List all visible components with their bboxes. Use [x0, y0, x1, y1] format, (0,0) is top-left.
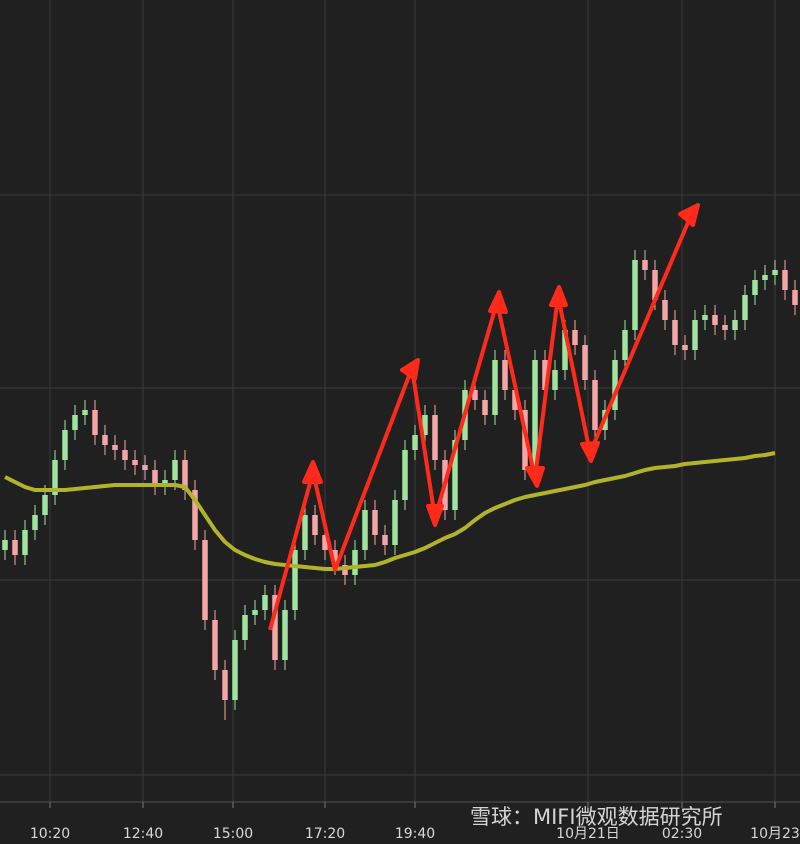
candle-body [152, 470, 158, 485]
arrow-head [426, 504, 444, 527]
candle-body [642, 260, 648, 270]
candle-body [302, 515, 308, 550]
candle-body [502, 360, 508, 390]
x-tick-label: 10月23 [750, 826, 800, 842]
arrow-head [400, 358, 420, 381]
arrow-path [268, 212, 694, 631]
candle-body [572, 330, 578, 345]
candle-body [52, 460, 58, 495]
candle-body [432, 415, 438, 460]
candle-body [232, 640, 238, 700]
candle-body [372, 510, 378, 535]
x-tick-label: 02:30 [662, 826, 702, 842]
candle-body [132, 460, 138, 465]
candle-body [392, 500, 398, 545]
candle-body [772, 270, 778, 275]
candle-body [82, 410, 88, 415]
candle-body [362, 510, 368, 550]
candle-body [112, 445, 118, 450]
candle-body [202, 540, 208, 620]
candle-body [782, 270, 788, 290]
candle-body [452, 440, 458, 510]
x-tick-label: 10月21日 [556, 826, 620, 842]
candle-body [282, 610, 288, 660]
candle-body [472, 390, 478, 400]
candle-body [182, 460, 188, 490]
arrow-head [580, 441, 600, 463]
candle-body [262, 595, 268, 610]
candle-body [322, 535, 328, 550]
candle-body [482, 400, 488, 415]
candle-body [142, 465, 148, 470]
candle-body [172, 460, 178, 480]
candle-body [422, 415, 428, 435]
candle-body [622, 330, 628, 360]
candle-body [122, 450, 128, 460]
watermark: 雪球：MIFI微观数据研究所 [470, 805, 723, 829]
candle-body [752, 280, 758, 295]
candle-body [252, 610, 258, 615]
candle-body [162, 480, 168, 485]
candle-body [352, 550, 358, 575]
candle-body [562, 330, 568, 370]
candle-body [702, 315, 708, 320]
candle-body [102, 435, 108, 445]
candle-body [742, 295, 748, 320]
candle-body [492, 360, 498, 415]
candle-body [242, 615, 248, 640]
candle-body [192, 490, 198, 540]
candle-body [762, 275, 768, 280]
candle-body [222, 670, 228, 700]
candle-body [532, 360, 538, 470]
candle-body [542, 360, 548, 390]
x-tick-label: 15:00 [213, 826, 253, 842]
candle-body [692, 320, 698, 350]
candle-body [732, 320, 738, 330]
arrow-head [549, 285, 568, 307]
candle-body [552, 370, 558, 390]
candle-body [412, 435, 418, 450]
candle-body [582, 345, 588, 380]
arrow-head [488, 290, 508, 314]
candle-body [32, 515, 38, 530]
candle-body [652, 270, 658, 300]
x-tick-label: 12:40 [123, 826, 163, 842]
arrow-head [525, 466, 545, 488]
candle-body [2, 540, 8, 550]
candle-body [682, 345, 688, 350]
candle-body [22, 530, 28, 555]
candle-body [712, 315, 718, 325]
candle-body [722, 325, 728, 330]
candle-body [382, 535, 388, 545]
candle-body [402, 450, 408, 500]
candle-body [662, 300, 668, 320]
candle-body [332, 550, 338, 565]
x-tick-label: 17:20 [305, 826, 345, 842]
x-tick-label: 10:20 [30, 826, 70, 842]
candle-body [62, 430, 68, 460]
candle-body [612, 360, 618, 410]
arrow-head [678, 203, 700, 227]
moving-average-line [4, 451, 776, 571]
candle-body [272, 595, 278, 660]
candle-body [42, 495, 48, 515]
arrow-head [302, 460, 323, 484]
candle-body [12, 540, 18, 555]
candle-body [672, 320, 678, 345]
candle-body [92, 410, 98, 435]
candle-body [312, 515, 318, 535]
candle-body [592, 380, 598, 430]
trend-arrows [268, 203, 700, 631]
candle-body [512, 390, 518, 410]
x-tick-label: 19:40 [395, 826, 435, 842]
candle-body [212, 620, 218, 670]
grid [0, 194, 800, 803]
candle-body [72, 415, 78, 430]
candle-body [792, 290, 798, 305]
candle-body [292, 550, 298, 610]
candle-body [632, 260, 638, 330]
